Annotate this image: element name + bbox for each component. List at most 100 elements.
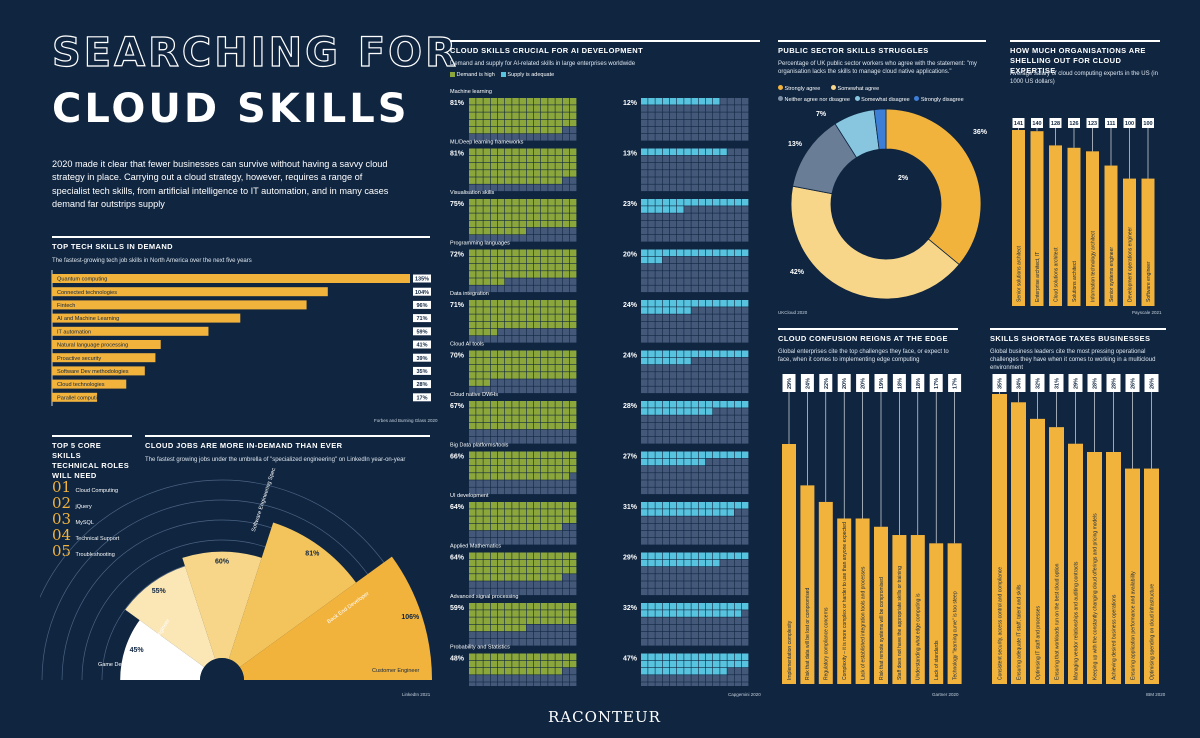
waffle-cell	[490, 415, 498, 422]
waffle-cell	[669, 487, 677, 495]
waffle-cell	[727, 350, 734, 358]
category-label: Probability and Statistics	[450, 645, 510, 651]
waffle-cell	[684, 285, 691, 293]
waffle-cell	[684, 429, 691, 437]
waffle-cell	[569, 415, 577, 422]
waffle-cell	[490, 617, 498, 624]
waffle-cell	[677, 119, 684, 127]
waffle-cell	[541, 631, 548, 639]
waffle-cell	[555, 379, 562, 386]
waffle-cell	[526, 465, 534, 473]
waffle-cell	[669, 401, 677, 408]
intro-text: 2020 made it clear that fewer businesses…	[52, 159, 389, 210]
waffle-cell	[490, 538, 498, 545]
waffle-cell	[669, 639, 677, 646]
waffle-cell	[641, 263, 648, 271]
waffle-cell	[548, 350, 555, 358]
core-skills-title-line: WILL NEED	[52, 471, 97, 481]
waffle-cell	[727, 170, 734, 177]
waffle-cell	[526, 112, 534, 119]
waffle-cell	[469, 458, 476, 466]
waffle-cell	[720, 538, 727, 545]
value-label: 29%	[1074, 378, 1080, 389]
waffle-cell	[541, 256, 548, 264]
waffle-cell	[720, 307, 727, 314]
waffle-cell	[483, 429, 490, 437]
waffle-cell	[490, 653, 498, 661]
donut-segment	[885, 108, 982, 266]
waffle-cell	[684, 126, 691, 134]
waffle-cell	[705, 350, 713, 358]
waffle-cell	[727, 184, 734, 192]
waffle-cell	[720, 350, 727, 358]
waffle-cell	[505, 408, 512, 415]
waffle-cell	[469, 660, 476, 668]
waffle-cell	[526, 199, 534, 206]
waffle-cell	[541, 667, 548, 675]
waffle-cell	[490, 307, 498, 314]
waffle-cell	[548, 328, 555, 336]
waffle-cell	[505, 465, 512, 473]
waffle-cell	[519, 249, 526, 257]
waffle-cell	[648, 227, 655, 235]
waffle-cell	[483, 667, 490, 675]
waffle-cell	[655, 415, 662, 422]
waffle-cell	[469, 530, 476, 538]
waffle-cell	[655, 588, 662, 596]
waffle-cell	[483, 357, 490, 365]
value-label: 17%	[953, 378, 959, 389]
waffle-cell	[662, 415, 670, 422]
waffle-cell	[519, 538, 526, 545]
waffle-cell	[691, 408, 698, 415]
waffle-cell	[698, 429, 706, 437]
waffle-cell	[483, 119, 490, 127]
waffle-cell	[698, 566, 706, 574]
waffle-cell	[490, 473, 498, 480]
waffle-cell	[662, 350, 670, 358]
waffle-cell	[569, 588, 577, 596]
value-label: 141	[1014, 121, 1023, 127]
waffle-cell	[569, 667, 577, 675]
waffle-cell	[469, 509, 476, 516]
value-label: 35%	[416, 369, 427, 375]
waffle-cell	[677, 631, 684, 639]
waffle-cell	[727, 336, 734, 343]
waffle-cell	[483, 271, 490, 278]
waffle-cell	[698, 112, 706, 119]
waffle-cell	[720, 336, 727, 343]
value-label: 18%	[897, 378, 903, 389]
waffle-cell	[720, 271, 727, 278]
waffle-cell	[562, 502, 570, 509]
waffle-cell	[483, 105, 490, 112]
waffle-cell	[562, 516, 570, 523]
waffle-cell	[641, 321, 648, 329]
waffle-cell	[669, 675, 677, 682]
waffle-cell	[655, 134, 662, 141]
waffle-cell	[677, 566, 684, 574]
value-label: 59%	[416, 329, 427, 335]
waffle-cell	[555, 401, 562, 408]
waffle-cell	[720, 372, 727, 379]
waffle-cell	[505, 667, 512, 675]
waffle-cell	[505, 206, 512, 213]
waffle-cell	[555, 458, 562, 466]
waffle-cell	[648, 379, 655, 386]
waffle-cell	[741, 451, 749, 459]
waffle-cell	[512, 364, 519, 372]
waffle-cell	[641, 328, 648, 336]
waffle-cell	[741, 177, 749, 184]
value-box	[413, 366, 431, 375]
waffle-cell	[713, 364, 720, 372]
waffle-cell	[512, 437, 519, 444]
waffle-cell	[734, 126, 742, 134]
waffle-cell	[526, 408, 534, 415]
category-label: Game Developer	[98, 662, 140, 668]
waffle-cell	[655, 336, 662, 343]
waffle-cell	[526, 603, 534, 610]
waffle-cell	[476, 105, 483, 112]
waffle-cell	[469, 401, 476, 408]
value-label: 60%	[215, 559, 230, 566]
waffle-cell	[497, 639, 505, 646]
waffle-cell	[533, 336, 541, 343]
supply-label: 24%	[623, 353, 638, 360]
